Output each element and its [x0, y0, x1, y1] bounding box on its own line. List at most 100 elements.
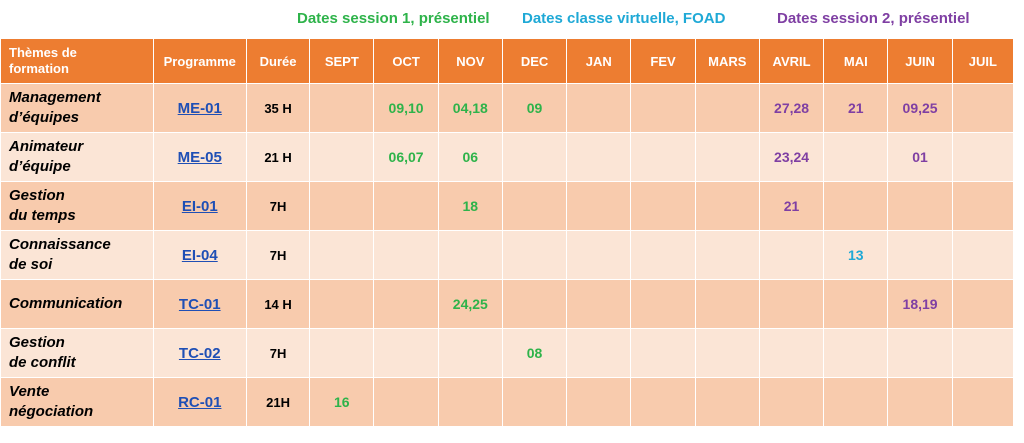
programme-link[interactable]: TC-02	[178, 344, 221, 362]
date-cell	[309, 328, 375, 378]
date-cell: 04,18	[437, 83, 503, 133]
date-cell	[566, 230, 632, 280]
table-row: Vente négociation RC-01 21H 16	[0, 377, 1015, 427]
date-cell: 27,28	[758, 83, 825, 133]
date-cell	[373, 328, 439, 378]
date-cell	[566, 328, 632, 378]
programme-cell: ME-05	[152, 132, 247, 182]
theme-line1: Vente	[9, 383, 50, 400]
theme-line1: Management	[9, 89, 101, 106]
date-cell: 24,25	[437, 279, 503, 329]
duration-cell: 7H	[245, 181, 311, 231]
date-cell: 21	[758, 181, 825, 231]
date-cell: 16	[309, 377, 375, 427]
header-row: Thèmes de formation Programme Durée SEPT …	[0, 38, 1015, 84]
date-cell: 18	[437, 181, 503, 231]
programme-cell: EI-04	[152, 230, 247, 280]
date-cell	[887, 328, 953, 378]
date-cell	[566, 377, 632, 427]
date-cell	[823, 279, 889, 329]
date-cell	[823, 377, 889, 427]
date-cell	[630, 230, 696, 280]
date-cell	[951, 83, 1015, 133]
date-cell: 06	[437, 132, 503, 182]
date-cell	[437, 230, 503, 280]
date-cell	[501, 230, 568, 280]
table-row: Management d’équipes ME-01 35 H 09,10 04,18 09…	[0, 83, 1015, 133]
programme-link[interactable]: RC-01	[178, 393, 222, 411]
header-programme: Programme	[152, 38, 247, 84]
header-month: DEC	[501, 38, 568, 84]
date-cell	[758, 377, 825, 427]
theme-line2: de soi	[9, 256, 53, 273]
programme-link[interactable]: EI-04	[181, 246, 218, 264]
training-schedule-table: Thèmes de formation Programme Durée SEPT …	[0, 38, 1015, 427]
date-cell	[437, 328, 503, 378]
header-month: SEPT	[309, 38, 375, 84]
date-cell: 23,24	[758, 132, 825, 182]
theme-line1: Animateur	[9, 138, 84, 155]
date-cell	[630, 181, 696, 231]
date-cell	[694, 230, 760, 280]
programme-link[interactable]: TC-01	[178, 295, 221, 313]
date-cell	[951, 230, 1015, 280]
table-row: Animateur d’équipe ME-05 21 H 06,07 06 23,24 01	[0, 132, 1015, 182]
theme-cell: Management d’équipes	[0, 83, 154, 133]
date-cell	[887, 181, 953, 231]
table-row: Gestion de conflit TC-02 7H 08	[0, 328, 1015, 378]
date-cell	[951, 328, 1015, 378]
legend-session1: Dates session 1, présentiel	[297, 10, 490, 27]
date-cell	[694, 132, 760, 182]
date-cell	[566, 181, 632, 231]
legend-virtual-class: Dates classe virtuelle, FOAD	[522, 10, 726, 27]
date-cell: 09	[501, 83, 568, 133]
date-cell	[630, 377, 696, 427]
date-cell	[823, 181, 889, 231]
table-row: Communication TC-01 14 H 24,25 18,19	[0, 279, 1015, 329]
date-cell	[758, 328, 825, 378]
header-month: JUIN	[887, 38, 953, 84]
theme-line2: du temps	[9, 207, 76, 224]
programme-link[interactable]: ME-05	[177, 148, 222, 166]
programme-cell: RC-01	[152, 377, 247, 427]
theme-cell: Communication	[0, 279, 154, 329]
header-month: AVRIL	[758, 38, 825, 84]
theme-cell: Gestion de conflit	[0, 328, 154, 378]
programme-link[interactable]: EI-01	[181, 197, 218, 215]
date-cell	[887, 377, 953, 427]
date-cell: 13	[823, 230, 889, 280]
date-cell	[694, 328, 760, 378]
theme-line1: Gestion	[9, 334, 65, 351]
theme-cell: Vente négociation	[0, 377, 154, 427]
header-month: MARS	[694, 38, 760, 84]
header-month: JAN	[566, 38, 632, 84]
theme-line2: de conflit	[9, 354, 76, 371]
date-cell	[951, 279, 1015, 329]
date-cell	[309, 83, 375, 133]
header-month: OCT	[373, 38, 439, 84]
date-cell	[566, 83, 632, 133]
legend-session2: Dates session 2, présentiel	[777, 10, 970, 27]
date-cell	[758, 230, 825, 280]
programme-cell: TC-02	[152, 328, 247, 378]
programme-link[interactable]: ME-01	[177, 99, 222, 117]
date-cell: 09,10	[373, 83, 439, 133]
table-row: Connaissance de soi EI-04 7H 13	[0, 230, 1015, 280]
duration-cell: 14 H	[245, 279, 311, 329]
date-cell: 09,25	[887, 83, 953, 133]
date-cell: 18,19	[887, 279, 953, 329]
duration-cell: 21 H	[245, 132, 311, 182]
duration-cell: 35 H	[245, 83, 311, 133]
theme-line2: d’équipes	[9, 109, 80, 126]
date-cell	[630, 83, 696, 133]
date-cell	[694, 83, 760, 133]
date-cell	[951, 377, 1015, 427]
date-cell	[694, 279, 760, 329]
date-cell	[566, 279, 632, 329]
date-cell	[373, 181, 439, 231]
theme-line1: Communication	[9, 295, 123, 312]
date-cell	[501, 181, 568, 231]
duration-cell: 21H	[245, 377, 311, 427]
theme-cell: Connaissance de soi	[0, 230, 154, 280]
header-theme: Thèmes de formation	[0, 38, 154, 84]
